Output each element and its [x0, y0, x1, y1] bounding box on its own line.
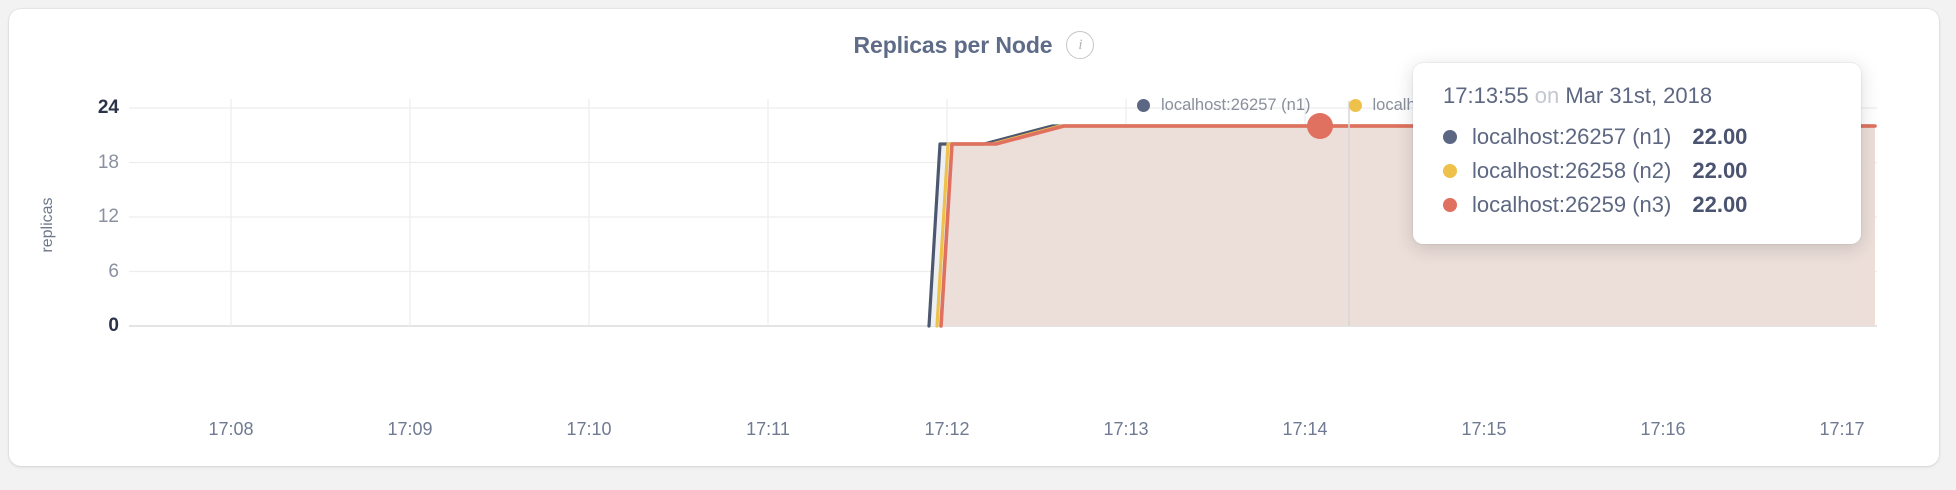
- replicas-per-node-card: Replicas per Node i: [9, 9, 1939, 466]
- legend-dot-icon-n2: [1348, 99, 1362, 112]
- tooltip-dot-icon-n3: [1443, 198, 1457, 212]
- chart-tooltip: 17:13:55 on Mar 31st, 2018 localhost:262…: [1413, 63, 1861, 244]
- y-axis-label: replicas: [39, 197, 56, 253]
- series-line-n3: [939, 124, 1877, 328]
- x-tick-1714: 17:14: [1282, 419, 1328, 439]
- hover-point-marker: [1307, 113, 1333, 139]
- x-tick-1716: 17:16: [1640, 419, 1686, 439]
- tooltip-row-n1: localhost:26257 (n1) 22.00: [1443, 120, 1835, 154]
- legend-dot-icon-n1: [1137, 99, 1150, 112]
- y-tick-18: 18: [97, 151, 119, 173]
- tooltip-time: 17:13:55: [1443, 83, 1529, 108]
- x-tick-1711: 17:11: [746, 419, 790, 439]
- tooltip-value-n3: 22.00: [1692, 192, 1748, 217]
- x-tick-1708: 17:08: [208, 419, 254, 439]
- legend-label-n1: localhost:26257 (n1): [1161, 96, 1311, 114]
- tooltip-dot-icon-n1: [1443, 130, 1457, 144]
- x-tick-1709: 17:09: [387, 419, 433, 439]
- x-tick-1712: 17:12: [924, 419, 970, 439]
- x-tick-1715: 17:15: [1461, 419, 1507, 439]
- x-tick-1710: 17:10: [566, 419, 612, 439]
- tooltip-label-n3: localhost:26259 (n3): [1472, 192, 1672, 217]
- info-icon[interactable]: i: [1066, 31, 1095, 59]
- y-tick-12: 12: [97, 206, 119, 227]
- y-tick-24: 24: [97, 97, 119, 118]
- tooltip-row-n3: localhost:26259 (n3) 22.00: [1443, 188, 1835, 222]
- y-tick-6: 6: [108, 260, 119, 282]
- x-tick-1713: 17:13: [1103, 419, 1149, 439]
- legend-item-n1[interactable]: localhost:26257 (n1): [1137, 96, 1311, 115]
- tooltip-header: 17:13:55 on Mar 31st, 2018: [1443, 83, 1835, 109]
- tooltip-row-n2: localhost:26258 (n2) 22.00: [1443, 154, 1835, 188]
- tooltip-date: Mar 31st, 2018: [1565, 83, 1713, 108]
- tooltip-dot-icon-n2: [1443, 164, 1457, 178]
- tooltip-separator: on: [1534, 83, 1560, 108]
- tooltip-value-n1: 22.00: [1692, 124, 1748, 149]
- tooltip-label-n1: localhost:26257 (n1): [1472, 124, 1672, 149]
- tooltip-value-n2: 22.00: [1692, 158, 1748, 183]
- y-tick-0: 0: [108, 315, 119, 336]
- x-tick-1717: 17:17: [1819, 419, 1865, 439]
- tooltip-label-n2: localhost:26258 (n2): [1472, 158, 1672, 183]
